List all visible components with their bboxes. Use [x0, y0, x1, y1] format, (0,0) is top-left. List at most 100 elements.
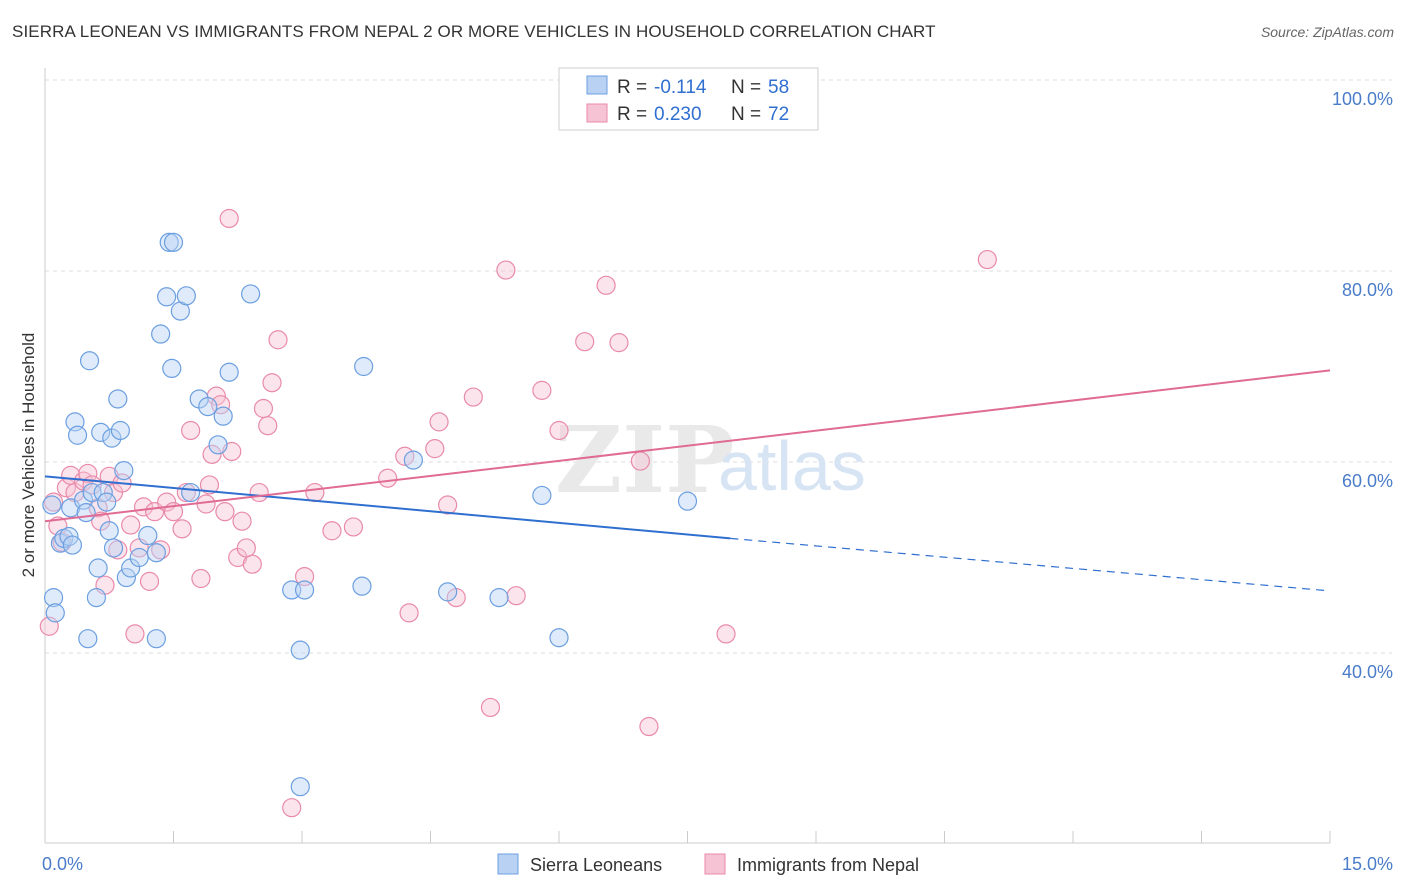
sierra-point: [151, 324, 171, 344]
sierra-point: [181, 482, 201, 503]
nepal-point: [429, 412, 449, 432]
nepal-point: [78, 463, 98, 484]
nepal-point: [549, 420, 569, 441]
trend-line-nepal: [44, 369, 1331, 523]
sierra-point: [403, 450, 423, 470]
sierra-point: [82, 482, 102, 503]
nepal-point: [506, 586, 526, 606]
sierra-point: [86, 588, 107, 608]
sierra-point: [219, 362, 239, 382]
sierra-point: [67, 425, 88, 445]
nepal-point: [438, 495, 458, 515]
trend-line-sierra-extension: [730, 537, 1331, 592]
bottom-legend-swatch-pink: [704, 853, 726, 875]
legend-swatch-pink: [586, 103, 608, 123]
sierra-point: [146, 629, 166, 649]
sierra-point: [97, 492, 117, 512]
sierra-point: [294, 580, 315, 600]
nepal-point: [639, 716, 659, 737]
nepal-point: [262, 373, 282, 393]
sierra-point: [677, 491, 698, 511]
x-tick-labels: 0.0% 15.0%: [42, 854, 1393, 874]
nepal-point: [716, 624, 736, 644]
nepal-point: [43, 492, 64, 512]
nepal-point: [282, 798, 302, 818]
bottom-legend: Sierra Leoneans Immigrants from Nepal: [497, 853, 919, 875]
nepal-point: [305, 482, 325, 503]
sierra-point: [108, 389, 128, 409]
sierra-point: [78, 629, 98, 649]
sierra-point: [532, 485, 552, 506]
watermark-zip: ZIP: [555, 406, 734, 514]
nepal-point: [236, 538, 256, 558]
y-tick-label: 100.0%: [1332, 89, 1393, 109]
trend-line-sierra: [44, 475, 731, 540]
nepal-point: [609, 333, 629, 353]
nepal-point: [596, 275, 616, 295]
source-label[interactable]: Source: ZipAtlas.com: [1260, 24, 1394, 40]
sierra-point: [438, 582, 458, 602]
legend-n-value-2: 72: [768, 104, 789, 125]
legend-r-label-1: R =: [617, 77, 647, 98]
legend-swatch-blue: [586, 75, 608, 95]
legend-n-label-1: N =: [731, 77, 761, 98]
y-tick-label: 60.0%: [1342, 471, 1393, 491]
nepal-point: [977, 249, 997, 270]
gridlines: [45, 79, 1392, 654]
nepal-point: [575, 332, 595, 352]
sierra-point: [138, 525, 158, 546]
sierra-point: [88, 558, 108, 578]
y-tick-label: 80.0%: [1342, 280, 1393, 300]
nepal-point: [258, 416, 278, 436]
sierra-point: [241, 284, 261, 304]
nepal-point: [249, 482, 269, 503]
bottom-legend-swatch-blue: [497, 853, 519, 875]
sierra-point: [213, 406, 233, 426]
nepal-point: [480, 697, 501, 718]
sierra-point: [76, 503, 96, 523]
nepal-point: [219, 208, 239, 229]
nepal-point: [268, 330, 288, 350]
nepal-point: [133, 497, 154, 517]
sierra-point: [290, 777, 310, 797]
y-tick-labels: 40.0% 60.0% 80.0% 100.0%: [1332, 89, 1393, 682]
legend-n-label-2: N =: [731, 104, 761, 125]
nepal-point: [532, 380, 552, 400]
nepal-point: [496, 260, 516, 280]
chart-title: SIERRA LEONEAN VS IMMIGRANTS FROM NEPAL …: [12, 22, 936, 41]
bottom-legend-label-sierra: Sierra Leoneans: [530, 855, 662, 875]
axes: [44, 68, 1331, 844]
sierra-point: [290, 640, 310, 660]
nepal-point: [172, 519, 192, 539]
sierra-point: [129, 547, 149, 568]
nepal-point: [121, 515, 141, 535]
sierra-point: [146, 543, 166, 563]
sierra-point: [157, 287, 177, 307]
nepal-point: [253, 398, 274, 419]
sierra-point: [99, 521, 119, 541]
sierra-point: [62, 535, 83, 555]
legend-r-label-2: R =: [617, 104, 647, 125]
nepal-point: [630, 451, 650, 471]
nepal-point: [322, 521, 342, 541]
sierra-point: [352, 576, 372, 596]
sierra-point: [159, 232, 179, 252]
watermark: ZIP atlas: [555, 406, 866, 514]
legend-r-value-2: 0.230: [654, 104, 702, 125]
x-tick-label: 0.0%: [42, 854, 83, 874]
nepal-point: [463, 387, 483, 407]
sierra-point: [114, 460, 134, 481]
sierra-point: [42, 495, 62, 515]
x-tick-label: 15.0%: [1342, 854, 1393, 874]
sierra-point: [110, 420, 130, 441]
sierra-point: [354, 356, 374, 377]
nepal-point: [139, 571, 160, 591]
legend-r-value-1: -0.114: [654, 77, 707, 98]
nepal-point: [232, 511, 252, 531]
sierra-point: [162, 358, 182, 379]
trend-lines: [44, 369, 1331, 592]
sierra-point: [103, 538, 124, 558]
nepal-point: [191, 568, 211, 589]
legend-n-value-1: 58: [768, 77, 789, 98]
